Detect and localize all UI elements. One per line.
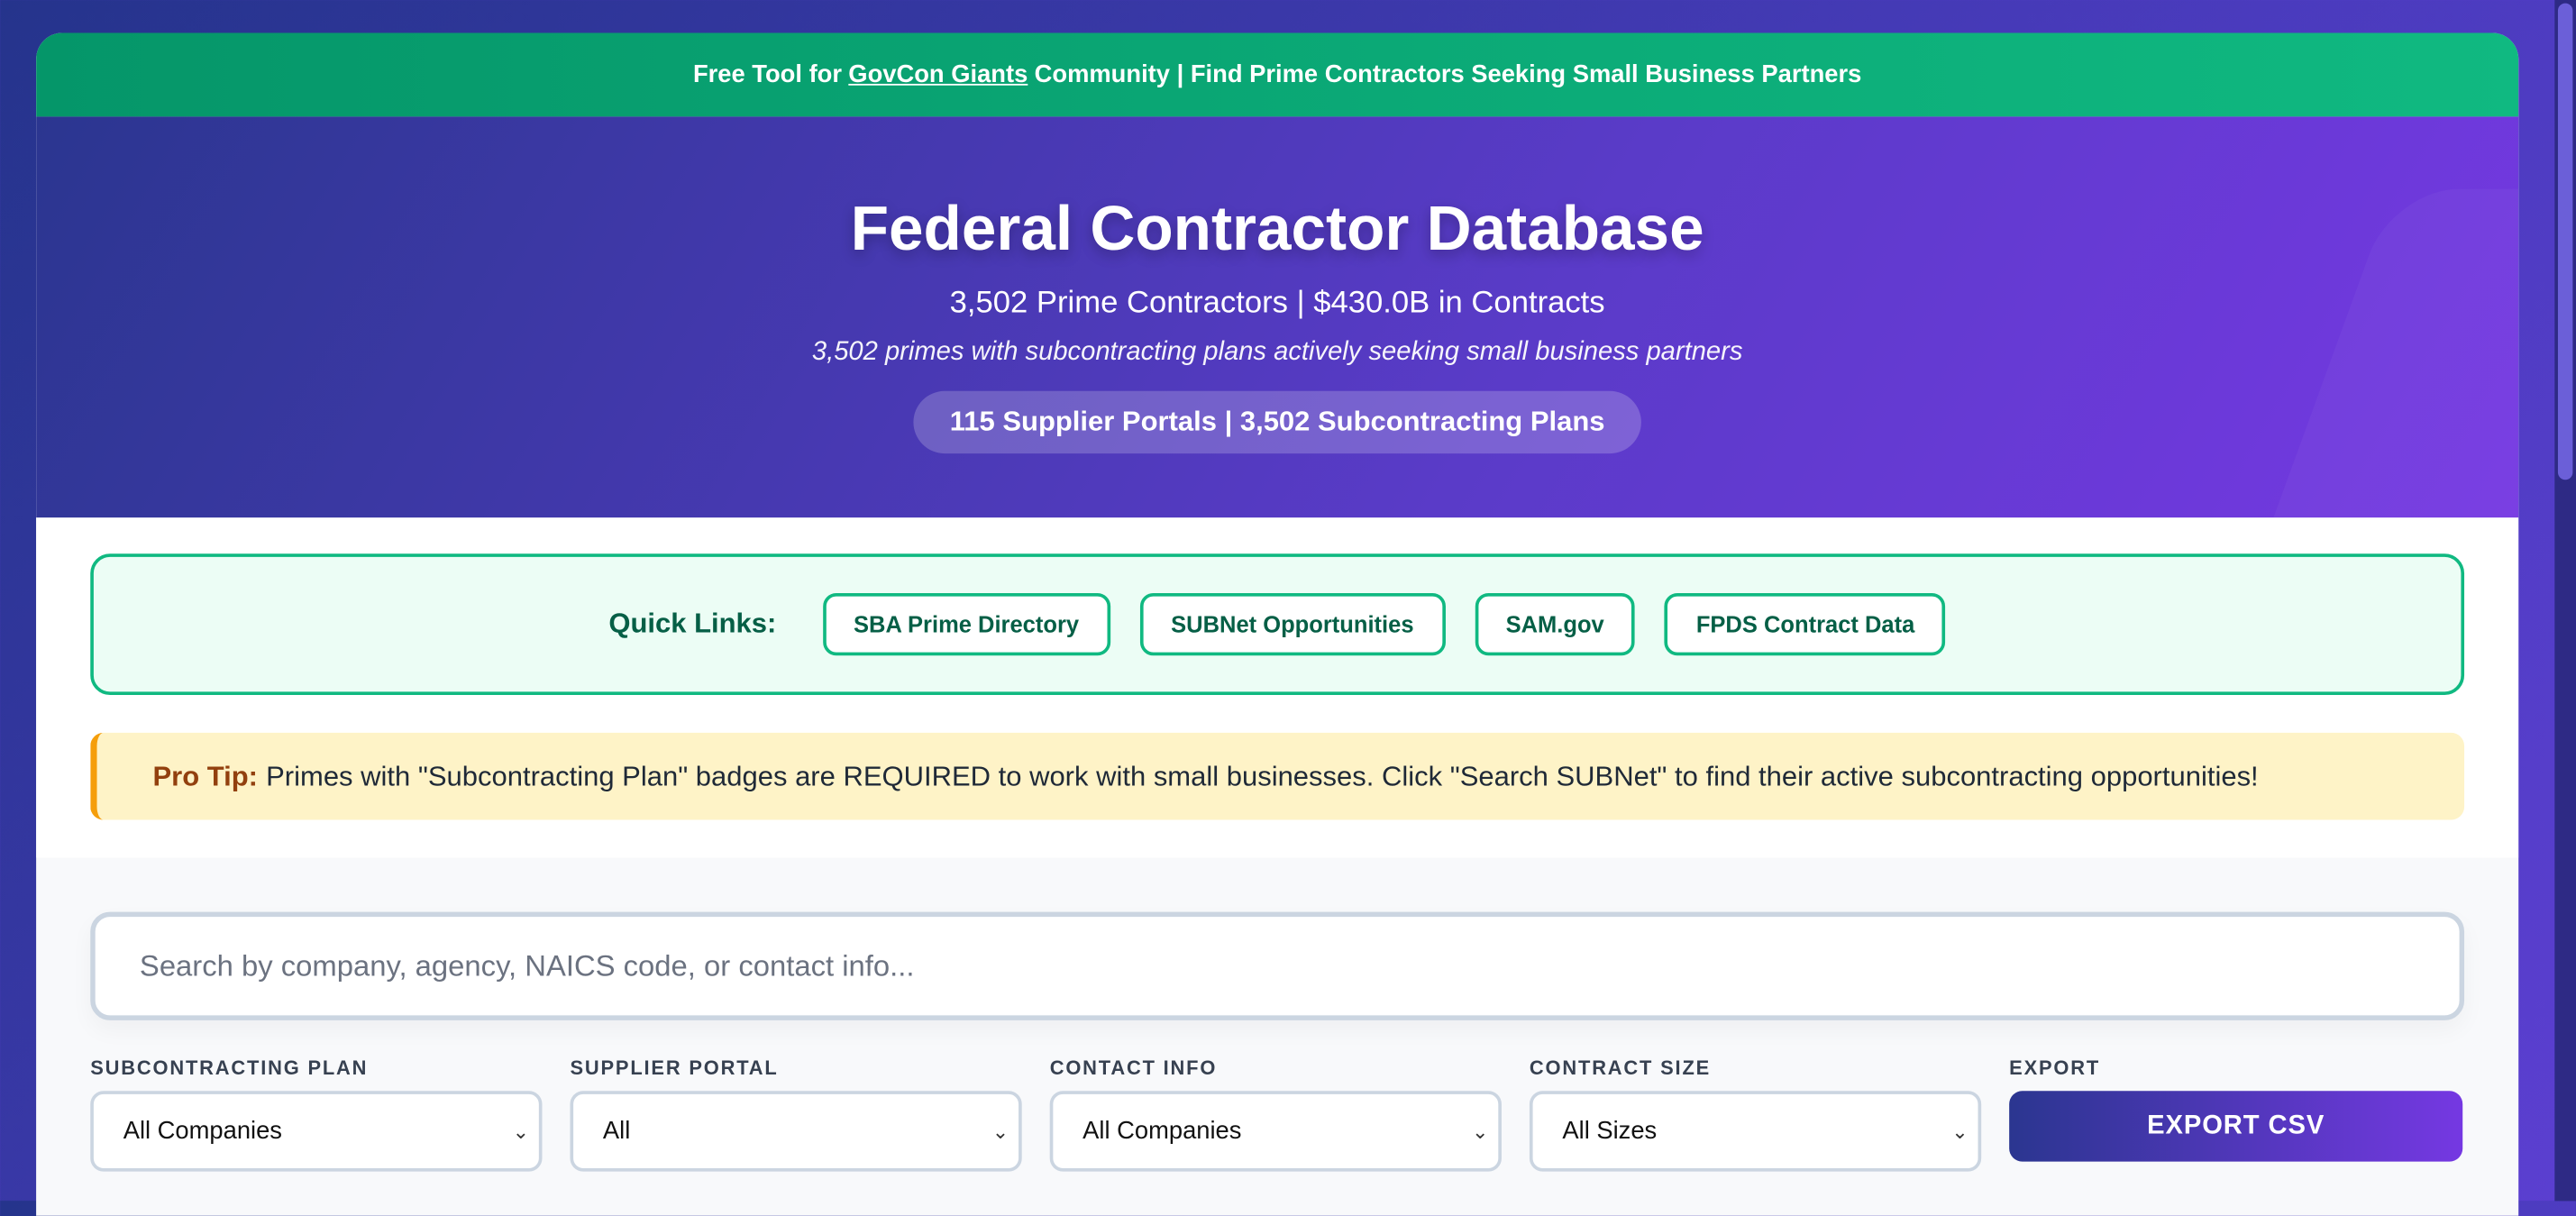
banner-suffix: Community | Find Prime Contractors Seeki… xyxy=(1034,60,1862,89)
quick-links-label: Quick Links: xyxy=(608,608,777,640)
banner-prefix: Free Tool for xyxy=(692,60,843,89)
chevron-down-icon: ⌄ xyxy=(1951,1120,1969,1143)
pro-tip: Pro Tip: Primes with "Subcontracting Pla… xyxy=(90,732,2465,820)
pro-tip-label: Pro Tip: xyxy=(152,759,259,791)
scrollbar[interactable] xyxy=(2554,0,2576,1202)
community-banner: Free Tool for GovCon Giants Community | … xyxy=(36,32,2519,117)
fpds-contract-data-link[interactable]: FPDS Contract Data xyxy=(1665,592,1946,656)
hero: Federal Contractor Database 3,502 Prime … xyxy=(36,116,2519,518)
chevron-down-icon: ⌄ xyxy=(991,1120,1009,1143)
contract-size-select[interactable]: All Sizes ⌄ xyxy=(1529,1091,1982,1172)
hero-subtitle: 3,502 Prime Contractors | $430.0B in Con… xyxy=(949,286,1605,321)
select-value: All xyxy=(602,1117,631,1146)
subnet-opportunities-link[interactable]: SUBNet Opportunities xyxy=(1139,592,1446,656)
main-card: Free Tool for GovCon Giants Community | … xyxy=(36,32,2519,1216)
filter-label: Contract Size xyxy=(1529,1056,1712,1080)
select-value: All Companies xyxy=(123,1117,282,1146)
chevron-down-icon: ⌄ xyxy=(1472,1120,1489,1143)
export-label: Export xyxy=(2009,1056,2101,1080)
chevron-down-icon: ⌄ xyxy=(512,1120,529,1143)
quick-links: Quick Links: SBA Prime Directory SUBNet … xyxy=(90,553,2465,696)
pro-tip-text: Primes with "Subcontracting Plan" badges… xyxy=(266,759,2259,791)
sba-prime-directory-link[interactable]: SBA Prime Directory xyxy=(822,592,1110,656)
select-value: All Companies xyxy=(1082,1117,1242,1146)
filter-label: Supplier Portal xyxy=(570,1056,779,1080)
export-csv-button[interactable]: EXPORT CSV xyxy=(2009,1091,2463,1162)
scrollbar-thumb[interactable] xyxy=(2557,3,2573,480)
search-input[interactable] xyxy=(90,911,2465,1020)
supplier-portal-select[interactable]: All ⌄ xyxy=(570,1091,1022,1172)
select-value: All Sizes xyxy=(1562,1117,1658,1146)
page-title: Federal Contractor Database xyxy=(850,195,1704,265)
filter-label: Contact Info xyxy=(1049,1056,1218,1080)
contact-info-select[interactable]: All Companies ⌄ xyxy=(1049,1091,1502,1172)
stats-badge: 115 Supplier Portals | 3,502 Subcontract… xyxy=(913,390,1641,454)
hero-tagline: 3,502 primes with subcontracting plans a… xyxy=(811,338,1743,367)
sam-gov-link[interactable]: SAM.gov xyxy=(1474,592,1636,656)
govcon-giants-link[interactable]: GovCon Giants xyxy=(848,60,1028,89)
subcontracting-plan-select[interactable]: All Companies ⌄ xyxy=(90,1091,543,1172)
filter-label: Subcontracting Plan xyxy=(90,1056,369,1080)
